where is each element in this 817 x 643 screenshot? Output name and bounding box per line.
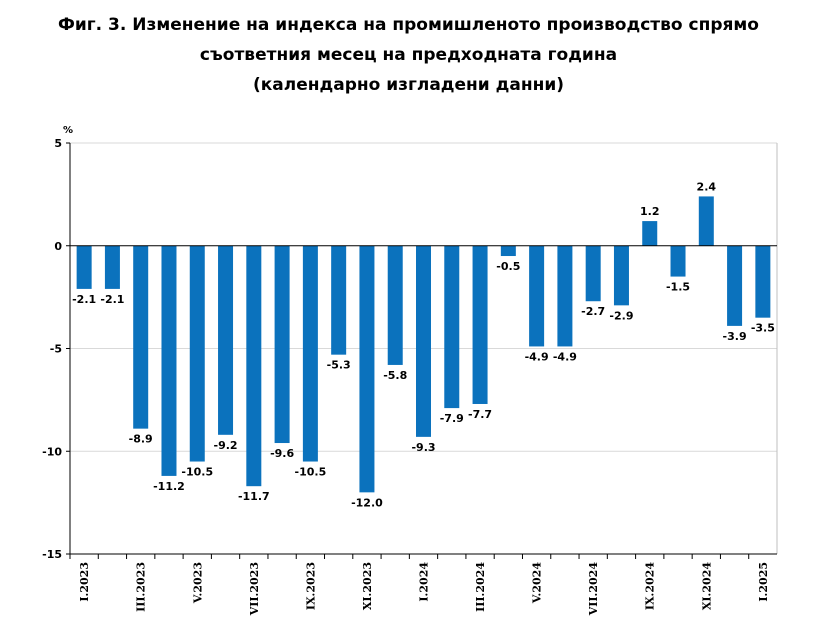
chart-title: Фиг. 3. Изменение на индекса на промишле… (0, 10, 817, 100)
data-label: -9.3 (411, 441, 435, 454)
x-category-label: III.2024 (474, 562, 487, 612)
y-tick-label: -5 (50, 343, 62, 356)
data-label: -3.9 (723, 330, 747, 343)
data-label: -3.5 (751, 322, 775, 335)
bar (189, 245, 205, 462)
y-axis-ticks: 5 0 -5 -10 -15 (42, 137, 62, 561)
bar (302, 245, 318, 462)
bar (613, 245, 629, 306)
y-tick-label: 0 (54, 240, 62, 253)
data-label: -2.1 (100, 293, 124, 306)
bar (529, 245, 545, 347)
y-unit-label: % (63, 125, 73, 136)
bar (359, 245, 375, 493)
title-line-3: (календарно изгладени данни) (252, 75, 565, 95)
x-category-label: XI.2024 (700, 562, 713, 610)
data-label: -5.8 (383, 369, 407, 382)
data-label: -9.2 (214, 439, 238, 452)
bar (274, 245, 290, 444)
bar (557, 245, 573, 347)
bar (133, 245, 149, 429)
bar (416, 245, 431, 437)
bar (642, 221, 658, 246)
data-label: -5.3 (327, 359, 351, 372)
y-tick-label: -10 (42, 445, 62, 458)
data-label: -12.0 (351, 496, 383, 509)
x-category-label: III.2023 (135, 562, 148, 612)
bar (670, 245, 686, 277)
y-tick-label: 5 (54, 137, 62, 150)
data-labels: -2.1 -2.1-8.9-11.2-10.5-9.2-11.7-9.6-10.5… (72, 180, 775, 509)
title-line-2: съответния месец на предходната година (199, 45, 618, 65)
data-label: -11.2 (153, 480, 185, 493)
bar (444, 245, 460, 409)
x-axis-labels: I.2023 III.2023 V.2023 VII.2023 IX.2023 XI.20… (78, 562, 770, 617)
bar (218, 245, 234, 435)
data-label: -8.9 (129, 433, 153, 446)
data-label: -0.5 (496, 260, 520, 273)
axes (66, 142, 778, 559)
title-line-1: Фиг. 3. Изменение на индекса на промишле… (58, 15, 759, 35)
data-label: -2.9 (609, 309, 633, 322)
data-label: -7.7 (468, 408, 492, 421)
bar (472, 245, 488, 404)
x-category-label: IX.2024 (644, 562, 657, 610)
x-category-label: VII.2024 (587, 562, 600, 617)
data-label: -4.9 (553, 350, 577, 363)
bar (76, 245, 92, 289)
x-category-label: I.2023 (78, 562, 91, 602)
bar (727, 245, 743, 326)
x-category-label: V.2023 (191, 562, 204, 604)
bar (387, 245, 403, 365)
bar (698, 196, 714, 246)
bar (331, 245, 347, 355)
data-label: -1.5 (666, 281, 690, 294)
bar (161, 245, 177, 476)
data-label: -10.5 (181, 466, 213, 479)
data-label: -10.5 (295, 466, 327, 479)
x-category-label: VII.2023 (248, 562, 261, 616)
x-category-label: V.2024 (531, 562, 544, 604)
bar (500, 245, 516, 257)
x-category-label: I.2025 (757, 562, 770, 602)
data-label: -2.1 (72, 293, 96, 306)
data-label: -11.7 (238, 490, 270, 503)
data-label: 2.4 (697, 180, 717, 193)
x-category-label: IX.2023 (304, 562, 317, 610)
data-label: -4.9 (525, 350, 549, 363)
bar (585, 245, 601, 302)
data-label: -2.7 (581, 305, 605, 318)
data-label: -7.9 (440, 412, 464, 425)
bar (104, 245, 120, 289)
bar (246, 245, 262, 487)
y-tick-label: -15 (42, 548, 62, 561)
bar (755, 245, 771, 318)
data-label: -9.6 (270, 447, 294, 460)
data-label: 1.2 (640, 205, 660, 218)
x-category-label: XI.2023 (361, 562, 374, 610)
x-category-label: I.2024 (418, 562, 431, 602)
bars (76, 196, 771, 493)
